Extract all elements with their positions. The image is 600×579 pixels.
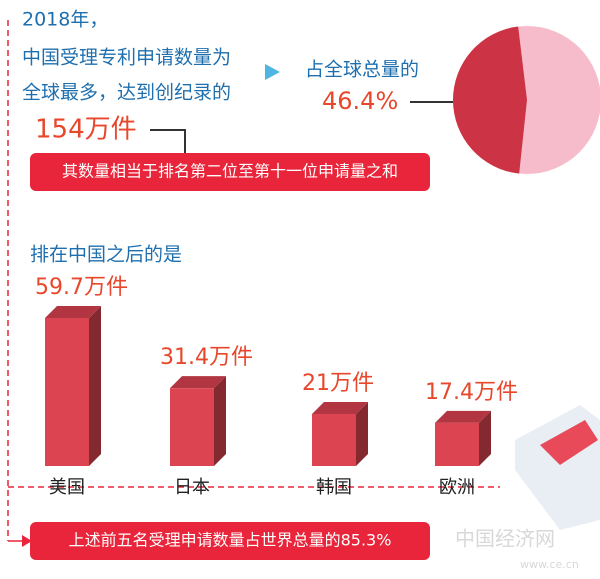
guide-arrow-head	[22, 535, 32, 547]
dashed-guide	[7, 20, 500, 541]
bar-side	[89, 306, 101, 466]
pie-slice	[453, 26, 527, 174]
bar-side	[356, 401, 368, 466]
footer-text: 上述前五名受理申请数量占世界总量的85.3%	[69, 531, 392, 550]
bar-value-label: 59.7万件	[35, 275, 128, 300]
bar-value-label: 21万件	[302, 371, 374, 396]
bar	[312, 413, 356, 466]
bar	[170, 388, 214, 466]
intro-line: 中国受理专利申请数量为	[22, 47, 231, 69]
category-label: 美国	[49, 477, 85, 498]
category-label: 欧洲	[439, 477, 475, 498]
intro-highlight: 154万件	[35, 115, 137, 145]
pie-title: 占全球总量的	[305, 59, 419, 81]
note-text: 其数量相当于排名第二位至第十一位申请量之和	[62, 162, 398, 181]
bar-side	[479, 410, 491, 466]
bar	[45, 318, 89, 466]
bar	[435, 422, 479, 466]
intro-line: 全球最多，达到创纪录的	[22, 82, 231, 104]
bar-side	[214, 376, 226, 466]
bar-value-label: 31.4万件	[160, 345, 253, 370]
watermark: www.ce.cn	[520, 558, 579, 571]
bar-top	[45, 306, 101, 318]
category-label: 韩国	[316, 477, 352, 498]
watermark: 中国经济网	[455, 527, 555, 551]
pie-value-label: 46.4%	[322, 87, 398, 115]
bar-top	[435, 410, 491, 423]
intro-line: 2018年，	[22, 9, 108, 31]
book-decoration	[540, 420, 598, 465]
note-banner	[30, 153, 430, 191]
arrow	[265, 64, 280, 80]
bar-top	[312, 401, 368, 414]
footer-banner	[30, 522, 430, 560]
connector	[150, 129, 186, 155]
category-label: 日本	[174, 477, 210, 498]
bar-title: 排在中国之后的是	[30, 244, 182, 266]
bar-top	[170, 376, 226, 389]
bar-value-label: 17.4万件	[425, 380, 518, 405]
